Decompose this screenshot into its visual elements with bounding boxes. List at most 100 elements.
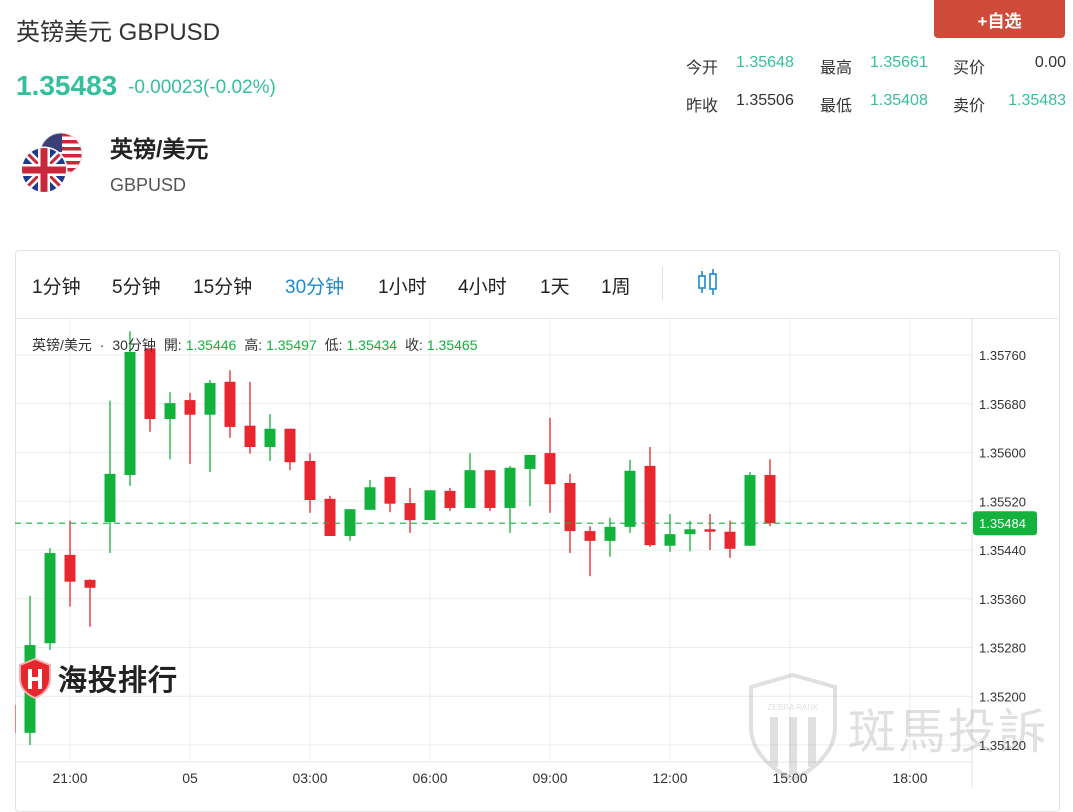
candle: [744, 472, 756, 546]
candle-body: [764, 475, 776, 524]
stat-label: 最高: [820, 60, 853, 77]
candle: [64, 520, 76, 607]
stat-label: 最低: [820, 98, 853, 115]
tab-1week[interactable]: 1周: [601, 277, 631, 298]
y-tick-label: 1.35200: [979, 689, 1026, 704]
toolbar-divider: [662, 267, 663, 300]
candle: [224, 370, 236, 438]
page-title: 英镑美元 GBPUSD: [16, 19, 221, 46]
candle-body: [244, 425, 256, 448]
candle: [184, 392, 196, 465]
tab-5min[interactable]: 5分钟: [112, 277, 161, 298]
tab-1day[interactable]: 1天: [540, 277, 570, 298]
candle-body: [484, 470, 496, 508]
watermark-right-text: 斑馬投訴: [848, 706, 1049, 759]
candle: [264, 414, 276, 462]
watermark-left: 海投排行: [18, 657, 178, 699]
legend-close: 1.35465: [426, 337, 478, 353]
candle-body: [364, 487, 376, 510]
candle: [564, 473, 576, 554]
candle-body: [564, 482, 576, 532]
pair-name: 英镑/美元: [110, 136, 209, 162]
candle: [444, 487, 456, 511]
candle-body: [744, 475, 756, 546]
legend-separator: ·: [99, 337, 105, 353]
y-tick-label: 1.35360: [979, 592, 1026, 607]
candle-body: [104, 473, 116, 522]
watermark-right: ZEBRA RANK 斑馬投訴: [748, 672, 1048, 782]
candlestick-icon[interactable]: [696, 267, 720, 297]
stat-label: 今开: [686, 60, 719, 77]
add-watchlist-button[interactable]: +自选: [934, 0, 1065, 38]
candle: [764, 459, 776, 527]
candle-body: [64, 554, 76, 582]
candle-body: [44, 553, 56, 644]
candle-body: [524, 454, 536, 469]
candlestick-chart[interactable]: 1.35760 1.35680 1.35600 1.35520 1.35440 1.353…: [15, 318, 1058, 787]
candle: [604, 517, 616, 557]
candle-body: [444, 490, 456, 508]
price-change: -0.00023(-0.02%): [128, 77, 276, 98]
current-price: 1.35483: [16, 70, 118, 101]
tab-15min[interactable]: 15分钟: [193, 277, 253, 298]
candle: [684, 520, 696, 552]
candle-body: [384, 476, 396, 504]
stat-value: 1.35408: [870, 92, 928, 109]
pair-code: GBPUSD: [110, 175, 187, 195]
candle-body: [264, 428, 276, 448]
x-tick-label: 15:00: [772, 770, 807, 786]
candle: [204, 379, 216, 472]
candle: [484, 470, 496, 511]
gb-us-flags-icon: [20, 132, 83, 194]
legend-low: 1.35434: [346, 337, 398, 353]
stat-value: 1.35506: [736, 92, 794, 109]
candle-body: [344, 509, 356, 536]
legend-close-label: 收:: [404, 337, 423, 353]
y-tick-label: 1.35600: [979, 446, 1026, 461]
candle-body: [464, 470, 476, 508]
candle-body: [164, 403, 176, 419]
candle: [424, 490, 436, 521]
candle: [404, 487, 416, 533]
candle-body: [15, 704, 16, 733]
stat-value: 1.35483: [1008, 92, 1066, 109]
candle: [344, 509, 356, 541]
candle: [44, 548, 56, 650]
stat-value: 1.35648: [736, 54, 794, 71]
ohlc-legend: 英镑/美元 · 30分钟 開: 1.35446 高: 1.35497 低: 1.354…: [32, 335, 481, 355]
x-tick-label: 05: [182, 770, 198, 786]
candle-body: [684, 529, 696, 535]
x-tick-label: 18:00: [892, 770, 927, 786]
candle: [724, 520, 736, 558]
timeframe-toolbar: 1分钟 5分钟 15分钟 30分钟 1小时 4小时 1天 1周: [16, 251, 1058, 319]
stat-value: 1.35661: [870, 54, 928, 71]
legend-open-label: 開:: [163, 337, 182, 353]
candle-body: [204, 383, 216, 415]
candle: [144, 348, 156, 432]
legend-open: 1.35446: [185, 337, 237, 353]
candle-body: [644, 465, 656, 546]
tab-30min[interactable]: 30分钟: [285, 277, 345, 298]
shield-logo-icon: [19, 657, 51, 699]
candle-body: [604, 526, 616, 541]
candle: [364, 479, 376, 510]
tab-1hour[interactable]: 1小时: [378, 277, 427, 298]
candle: [244, 381, 256, 454]
x-tick-label: 09:00: [532, 770, 567, 786]
y-tick-label: 1.35680: [979, 397, 1026, 412]
y-tick-label: 1.35440: [979, 543, 1026, 558]
candle-body: [184, 400, 196, 415]
candle: [124, 331, 136, 487]
tab-1min[interactable]: 1分钟: [32, 277, 81, 298]
candle: [524, 454, 536, 507]
candle-body: [504, 467, 516, 508]
x-tick-label: 06:00: [412, 770, 447, 786]
tab-4hour[interactable]: 4小时: [458, 277, 507, 298]
candle: [584, 526, 596, 577]
last-price-badge: [973, 511, 1037, 536]
candle-body: [284, 428, 296, 463]
stat-label: 卖价: [953, 98, 986, 115]
legend-low-label: 低:: [324, 337, 343, 353]
candle-body: [304, 461, 316, 501]
candle: [664, 514, 676, 552]
